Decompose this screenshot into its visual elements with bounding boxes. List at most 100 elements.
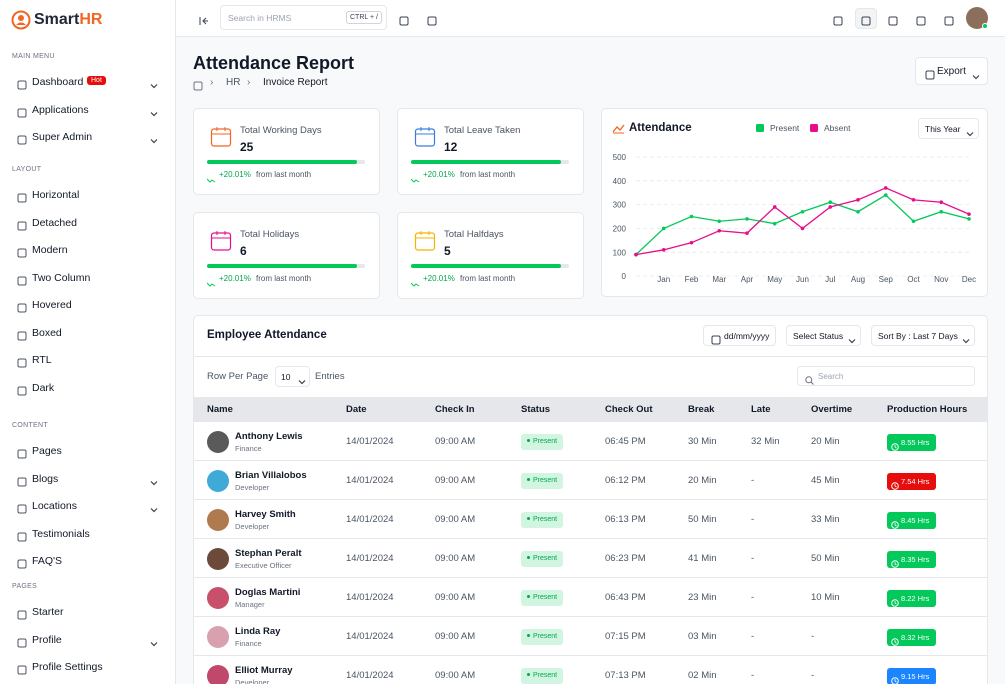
menu-item[interactable]: Testimonials — [0, 524, 175, 544]
clock-icon — [891, 516, 899, 529]
cell-break: 23 Min — [688, 591, 717, 603]
series-point — [856, 198, 860, 202]
stat-icon — [414, 230, 436, 252]
table-search[interactable]: Search — [797, 366, 975, 386]
production-badge: 8.45 Hrs — [887, 511, 936, 529]
menu-icon-glyph — [17, 610, 27, 620]
menu-item[interactable]: Horizontal — [0, 185, 175, 205]
menu-item[interactable]: Two Column — [0, 268, 175, 288]
period-select[interactable]: This Year — [918, 118, 979, 139]
collapse-button-glyph — [199, 17, 208, 25]
topbar-icon[interactable] — [399, 13, 409, 26]
menu-item[interactable]: Hovered — [0, 295, 175, 315]
status-dot — [527, 478, 530, 482]
cell-late: 32 Min — [751, 435, 780, 447]
stat-icon-glyph — [414, 231, 436, 251]
clock-icon — [891, 672, 899, 684]
menu-item[interactable]: Pages — [0, 441, 175, 461]
status-label: Present — [533, 554, 558, 562]
topbar-active-button[interactable] — [855, 8, 877, 29]
menu-item[interactable]: Modern — [0, 240, 175, 260]
menu-caret-glyph — [150, 641, 158, 646]
filter-control[interactable]: Select Status — [786, 325, 861, 346]
clock-icon-glyph — [891, 637, 899, 646]
stat-value: 12 — [444, 140, 458, 154]
status-label: Present — [533, 515, 558, 523]
production-label: 8.32 Hrs — [901, 632, 930, 642]
breadcrumb-item: Invoice Report — [263, 77, 328, 88]
menu-item[interactable]: Detached — [0, 213, 175, 233]
menu-item[interactable]: Starter — [0, 602, 175, 622]
menu-item[interactable]: Dark — [0, 378, 175, 398]
filter-caret — [962, 332, 970, 344]
menu-item[interactable]: Profile Settings — [0, 657, 175, 677]
column-header: Status — [521, 404, 551, 415]
cell-late: - — [751, 630, 755, 642]
menu-item[interactable]: RTL — [0, 350, 175, 370]
production-label: 8.45 Hrs — [901, 515, 930, 525]
cell-check-in: 09:00 AM — [435, 591, 476, 603]
menu-item[interactable]: Super Admin — [0, 127, 175, 147]
clock-icon — [891, 438, 899, 451]
clock-icon-glyph — [891, 598, 899, 607]
search-icon-glyph — [805, 376, 814, 385]
topbar-icon[interactable] — [916, 13, 926, 26]
menu-item[interactable]: Locations — [0, 496, 175, 516]
brand: SmartHR — [34, 11, 102, 29]
menu-item[interactable]: Applications — [0, 100, 175, 120]
filter-control[interactable]: Sort By : Last 7 Days — [871, 325, 975, 346]
topbar-icon-glyph — [861, 16, 871, 26]
cell-check-out: 06:45 PM — [605, 435, 646, 447]
series-point — [856, 209, 860, 214]
stat-change: +20.01% — [219, 170, 251, 179]
series-point — [745, 231, 749, 235]
filter-caret-glyph — [962, 339, 970, 344]
menu-item[interactable]: FAQ'S — [0, 551, 175, 571]
menu-icon — [17, 245, 27, 258]
production-badge: 9.15 Hrs — [887, 667, 936, 684]
stat-icon-glyph — [210, 231, 232, 251]
filter-label: dd/mm/yyyy — [724, 331, 770, 341]
menu-item[interactable]: Boxed — [0, 323, 175, 343]
menu-item[interactable]: Profile — [0, 630, 175, 650]
menu-item[interactable]: Blogs — [0, 469, 175, 489]
series-point — [800, 226, 805, 231]
topbar-icon[interactable] — [833, 13, 843, 26]
topbar-icon[interactable] — [427, 13, 437, 26]
topbar-icon[interactable] — [861, 13, 871, 26]
menu-heading: MAIN MENU — [12, 53, 55, 60]
status-dot — [527, 439, 530, 443]
cell-check-in: 09:00 AM — [435, 513, 476, 525]
stat-note: from last month — [460, 274, 516, 283]
x-tick-label: Aug — [851, 275, 865, 284]
menu-label: Testimonials — [32, 527, 90, 540]
table-card: Employee Attendance dd/mm/yyyy Select Stat… — [193, 315, 988, 684]
trend-icon-glyph — [206, 282, 216, 287]
menu-label: Locations — [32, 500, 77, 512]
collapse-button[interactable] — [199, 13, 209, 25]
status-label: Present — [533, 437, 558, 445]
filter-control[interactable]: dd/mm/yyyy — [703, 325, 776, 346]
row-divider — [194, 577, 987, 578]
rows-per-page-select[interactable]: 10 — [275, 366, 310, 387]
series-point — [717, 228, 722, 233]
menu-icon-glyph — [17, 221, 27, 230]
export-button[interactable]: Export — [915, 57, 988, 85]
search-box[interactable]: Search in HRMS CTRL + / — [220, 5, 387, 30]
stat-label: Total Holidays — [240, 229, 300, 240]
x-tick-label: Jul — [825, 275, 835, 284]
clock-icon — [891, 477, 899, 490]
stat-label: Total Leave Taken — [444, 125, 521, 136]
status-badge: Present — [521, 589, 564, 606]
topbar-icon[interactable] — [944, 13, 954, 26]
production-badge: 8.55 Hrs — [887, 433, 936, 451]
status-badge: Present — [521, 628, 564, 645]
export-icon — [925, 67, 935, 80]
search-shortcut: CTRL + / — [346, 11, 382, 24]
menu-item[interactable]: Dashboard Hot — [0, 72, 175, 92]
menu-heading: LAYOUT — [12, 166, 42, 173]
topbar-icon[interactable] — [888, 13, 898, 26]
series-point — [634, 252, 638, 257]
logo-icon — [11, 10, 31, 30]
menu-caret — [150, 77, 158, 89]
